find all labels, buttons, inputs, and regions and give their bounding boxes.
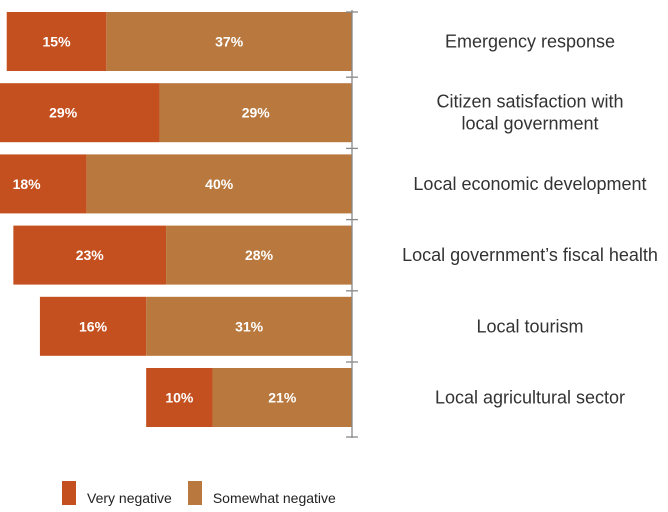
category-label: Local government’s fiscal health	[402, 245, 658, 265]
bar-somewhat-negative	[146, 296, 352, 356]
data-label-very-negative: 15%	[43, 34, 72, 50]
category-label: Local tourism	[476, 316, 583, 336]
data-label-very-negative: 16%	[79, 318, 108, 334]
legend-item-very-negative: Very negative	[62, 481, 172, 506]
data-label-very-negative: 18%	[13, 176, 42, 192]
bar-very-negative	[39, 296, 147, 356]
bar-very-negative	[6, 12, 107, 71]
legend-label-somewhat-negative: Somewhat negative	[212, 490, 336, 506]
data-label-somewhat-negative: 40%	[205, 176, 234, 192]
legend: Very negative Somewhat negative	[62, 481, 352, 506]
bar-somewhat-negative	[166, 225, 352, 285]
legend-label-very-negative: Very negative	[87, 490, 172, 506]
legend-item-somewhat-negative: Somewhat negative	[187, 481, 336, 506]
bar-very-negative	[13, 225, 167, 285]
category-labels: Emergency response Citizen satisfaction w…	[402, 32, 658, 408]
data-label-somewhat-negative: 37%	[215, 34, 244, 50]
data-label-very-negative: 23%	[76, 247, 105, 263]
category-label: Local agricultural sector	[435, 388, 625, 408]
category-label: Citizen satisfaction with local governmen…	[436, 92, 623, 134]
data-label-somewhat-negative: 31%	[235, 318, 264, 334]
bar-somewhat-negative	[86, 154, 353, 214]
category-axis	[346, 10, 358, 438]
bar-very-negative	[146, 368, 213, 427]
bar-somewhat-negative	[159, 83, 352, 143]
data-label-very-negative: 29%	[49, 105, 78, 121]
data-label-very-negative: 10%	[165, 390, 194, 406]
bar-somewhat-negative	[212, 368, 352, 427]
category-label: Emergency response	[445, 32, 615, 52]
bars-group: 15% 37% 29% 29% 18% 40% 23% 28% 16% 31% 10% 21%	[0, 12, 353, 427]
legend-swatch-very-negative	[62, 481, 76, 505]
data-label-somewhat-negative: 28%	[245, 247, 274, 263]
bar-very-negative	[0, 83, 160, 143]
data-label-somewhat-negative: 21%	[268, 390, 297, 406]
data-label-somewhat-negative: 29%	[242, 105, 271, 121]
category-label: Local economic development	[413, 174, 646, 194]
legend-swatch-somewhat-negative	[187, 481, 202, 505]
bar-very-negative	[0, 154, 87, 214]
bar-somewhat-negative	[106, 12, 352, 71]
